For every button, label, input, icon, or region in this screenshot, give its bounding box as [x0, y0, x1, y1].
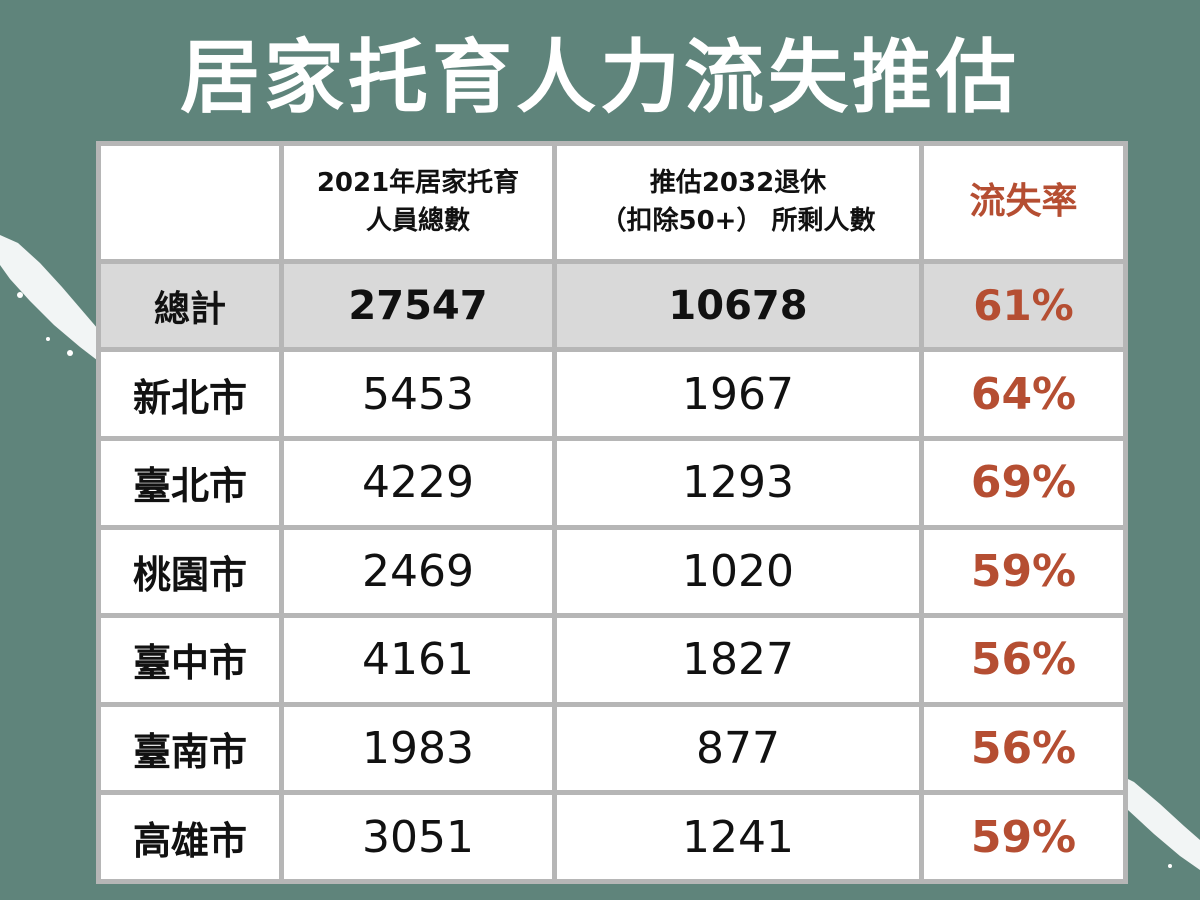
header-city — [101, 146, 279, 259]
row-loss-rate: 56% — [924, 618, 1123, 702]
summary-loss-rate: 61% — [924, 263, 1123, 348]
header-remaining-line1: 推估2032退休 — [649, 168, 827, 199]
row-city: 臺北市 — [101, 441, 279, 525]
data-table: 2021年居家托育 人員總數 推估2032退休 （扣除50+） 所剩人數 流失率… — [96, 141, 1128, 884]
row-total-2021: 4161 — [284, 618, 552, 702]
summary-label: 總計 — [101, 263, 279, 348]
row-remaining-2032: 1827 — [557, 618, 919, 702]
summary-row: 總計 27547 10678 61% — [101, 263, 1123, 348]
row-city: 高雄市 — [101, 795, 279, 879]
header-remaining-line2: （扣除50+） 所剩人數 — [600, 206, 876, 237]
table-row: 臺中市 4161 1827 56% — [101, 618, 1123, 702]
chalk-stroke-left — [0, 235, 110, 367]
header-remaining-2032: 推估2032退休 （扣除50+） 所剩人數 — [557, 146, 919, 259]
page-title: 居家托育人力流失推估 — [180, 31, 1020, 124]
table-row: 臺北市 4229 1293 69% — [101, 441, 1123, 525]
row-total-2021: 5453 — [284, 352, 552, 436]
summary-total-2021: 27547 — [284, 263, 552, 348]
row-remaining-2032: 1241 — [557, 795, 919, 879]
row-loss-rate: 59% — [924, 529, 1123, 614]
header-total-2021-line2: 人員總數 — [365, 206, 470, 237]
table-row: 高雄市 3051 1241 59% — [101, 795, 1123, 879]
row-total-2021: 1983 — [284, 706, 552, 791]
summary-remaining-2032: 10678 — [557, 263, 919, 348]
row-total-2021: 2469 — [284, 529, 552, 614]
row-remaining-2032: 877 — [557, 706, 919, 791]
row-remaining-2032: 1967 — [557, 352, 919, 436]
row-loss-rate: 56% — [924, 706, 1123, 791]
row-remaining-2032: 1020 — [557, 529, 919, 614]
row-loss-rate: 64% — [924, 352, 1123, 436]
table-header-row: 2021年居家托育 人員總數 推估2032退休 （扣除50+） 所剩人數 流失率 — [101, 146, 1123, 259]
row-remaining-2032: 1293 — [557, 441, 919, 525]
row-loss-rate: 59% — [924, 795, 1123, 879]
header-loss-rate: 流失率 — [924, 146, 1123, 259]
table-row: 臺南市 1983 877 56% — [101, 706, 1123, 791]
row-city: 臺中市 — [101, 618, 279, 702]
header-total-2021-line1: 2021年居家托育 — [316, 168, 520, 199]
row-city: 臺南市 — [101, 706, 279, 791]
row-total-2021: 4229 — [284, 441, 552, 525]
row-loss-rate: 69% — [924, 441, 1123, 525]
header-total-2021: 2021年居家托育 人員總數 — [284, 146, 552, 259]
row-city: 桃園市 — [101, 529, 279, 614]
row-total-2021: 3051 — [284, 795, 552, 879]
table-row: 桃園市 2469 1020 59% — [101, 529, 1123, 614]
row-city: 新北市 — [101, 352, 279, 436]
table-row: 新北市 5453 1967 64% — [101, 352, 1123, 436]
